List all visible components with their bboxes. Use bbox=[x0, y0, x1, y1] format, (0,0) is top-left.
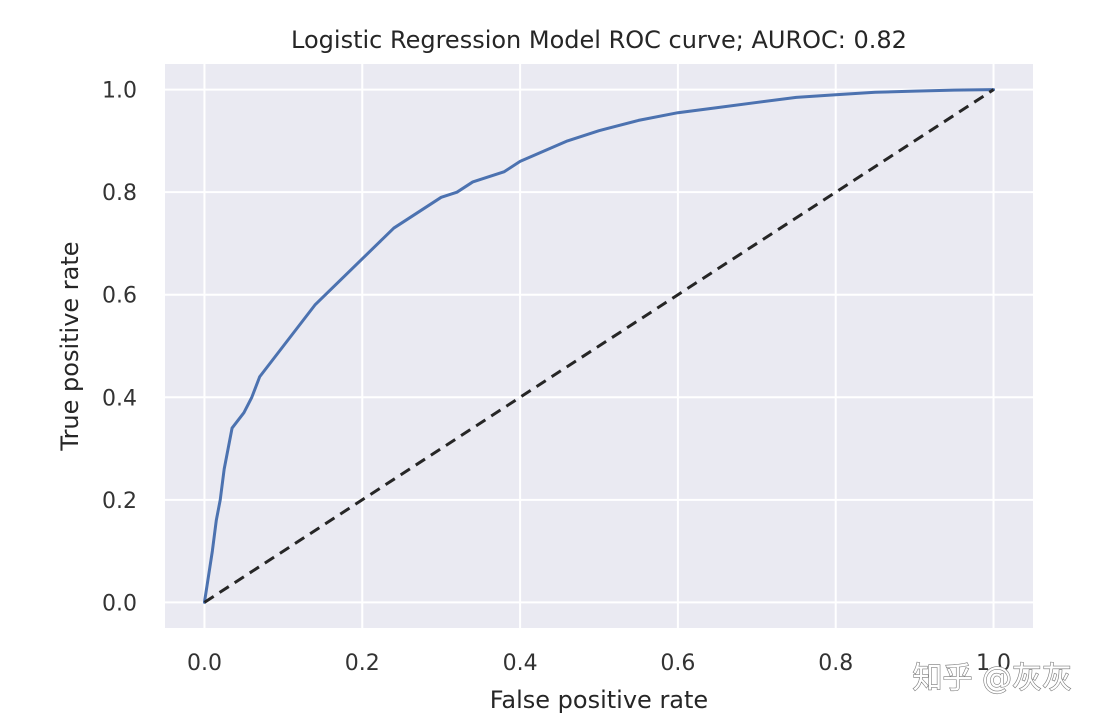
y-tick-labels: 0.0 0.2 0.4 0.6 0.8 1.0 bbox=[102, 79, 137, 617]
x-tick-label: 0.8 bbox=[818, 651, 853, 676]
x-tick-label: 1.0 bbox=[976, 651, 1011, 676]
diagonal-reference-line bbox=[203, 88, 995, 604]
x-tick-label: 0.6 bbox=[660, 651, 695, 676]
y-tick-label: 0.2 bbox=[102, 489, 137, 514]
y-grid-lines bbox=[165, 88, 1033, 604]
series-layer bbox=[202, 88, 996, 604]
y-tick-label: 0.8 bbox=[102, 181, 137, 206]
x-grid-lines bbox=[203, 64, 995, 628]
y-tick-label: 0.0 bbox=[102, 591, 137, 616]
chart-title: Logistic Regression Model ROC curve; AUR… bbox=[291, 26, 907, 54]
x-tick-label: 0.2 bbox=[345, 651, 380, 676]
x-tick-labels: 0.0 0.2 0.4 0.6 0.8 1.0 bbox=[187, 651, 1011, 676]
y-tick-label: 0.4 bbox=[102, 386, 137, 411]
y-tick-label: 0.6 bbox=[102, 284, 137, 309]
x-axis-label: False positive rate bbox=[490, 686, 708, 714]
watermark-text: 知乎 @灰灰 bbox=[912, 661, 1072, 696]
roc-curve-line bbox=[202, 88, 996, 604]
x-tick-label: 0.4 bbox=[503, 651, 538, 676]
y-axis-label: True positive rate bbox=[56, 241, 84, 451]
x-tick-label: 0.0 bbox=[187, 651, 222, 676]
y-tick-label: 1.0 bbox=[102, 79, 137, 104]
